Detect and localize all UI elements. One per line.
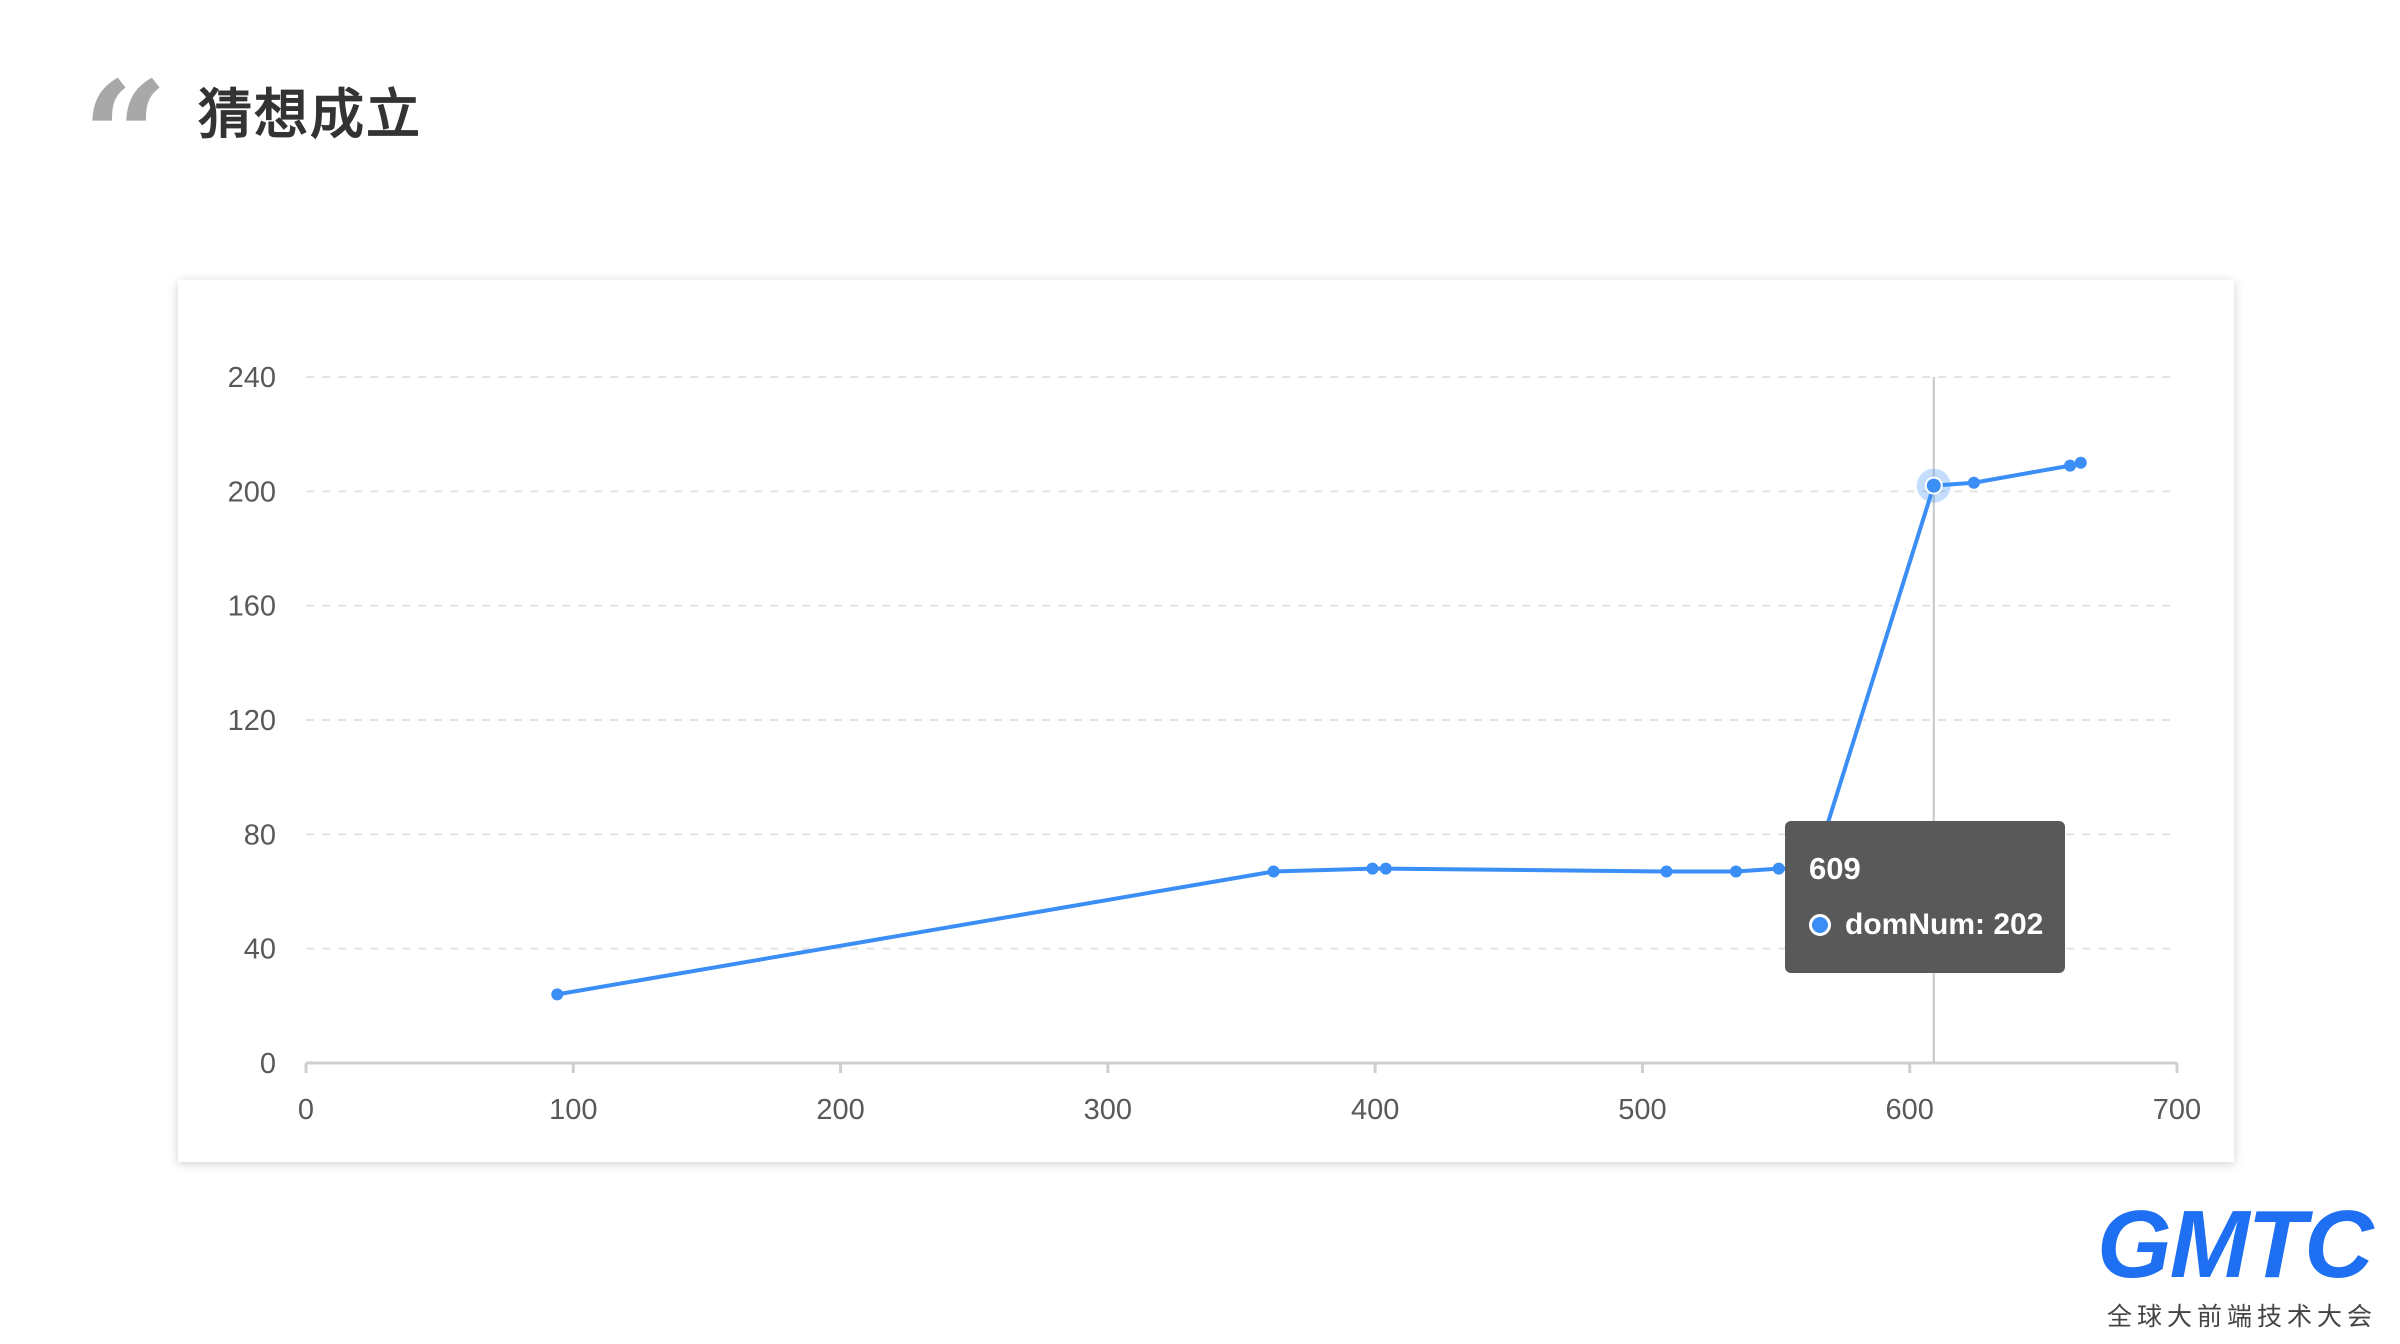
tooltip-value: domNum: 202 [1845,908,2044,941]
data-point [1366,862,1379,875]
y-tick-label: 200 [228,476,276,508]
data-point [1729,865,1742,878]
quote-mark-icon: “ [82,49,169,225]
slide-title: 猜想成立 [198,83,422,146]
x-tick-label: 600 [1886,1094,1934,1126]
data-point [2064,459,2077,472]
data-point [551,988,564,1001]
data-point [1379,862,1392,875]
data-point [1772,862,1785,875]
y-tick-label: 80 [244,819,276,851]
series-line [556,460,2082,997]
highlight-point [1924,476,1943,495]
x-tick-label: 400 [1351,1094,1399,1126]
x-tick-label: 0 [298,1094,314,1126]
data-point [1267,865,1280,878]
y-tick-label: 160 [228,591,276,623]
y-tick-label: 0 [260,1048,276,1080]
logo-mark: GMTC [2097,1191,2374,1298]
chart-card: 0 40 80 120 160 200 240 0 100 200 300 400 500 600 700 … [178,280,2234,1162]
line-chart: 0 40 80 120 160 200 240 0 100 200 300 400 500 600 700 [228,362,2202,1126]
x-tick-label: 100 [549,1094,597,1126]
data-point [1967,476,1980,489]
x-tick-label: 200 [816,1094,864,1126]
x-tick-label: 500 [1618,1094,1666,1126]
x-tick-label: 300 [1084,1094,1132,1126]
x-tick-label: 700 [2153,1094,2201,1126]
logo-subtitle: 全球大前端技术大会 [2107,1302,2378,1331]
gmtc-logo: GMTC 全球大前端技术大会 [2097,1191,2377,1332]
data-point [2074,456,2087,469]
y-tick-label: 120 [228,705,276,737]
series-marker-icon [1809,914,1831,936]
tooltip-title: 609 [1809,851,1861,886]
y-tick-label: 240 [228,362,276,394]
y-tick-label: 40 [244,934,276,966]
tooltip-row: domNum: 202 [1809,908,2043,942]
chart-tooltip: 609 domNum: 202 [1785,821,2065,973]
data-point [1660,865,1673,878]
